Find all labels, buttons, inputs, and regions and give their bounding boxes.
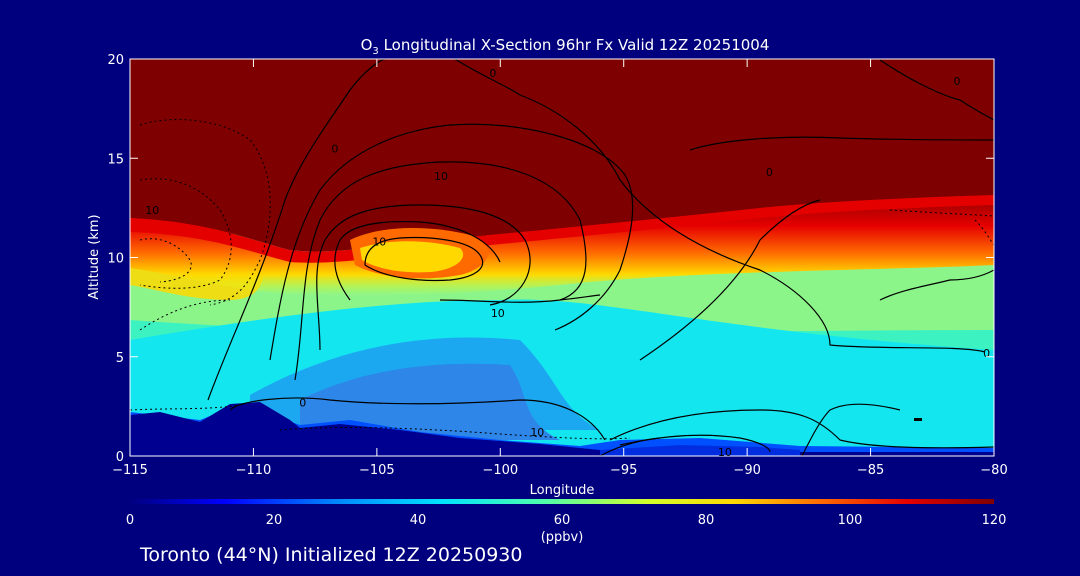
x-tick-label: −85 [857,463,884,478]
initialization-footer: Toronto (44°N) Initialized 12Z 20250930 [139,544,523,566]
dashed-contour-lines [130,119,994,440]
contour-label: 0 [299,396,306,409]
colorbar-tick-label: 60 [554,513,571,528]
y-axis: 0 5 10 15 20 [107,53,994,465]
contour-label: 0 [331,142,338,155]
contour-label: 10 [530,426,544,439]
x-tick-label: −110 [236,463,272,478]
colorbar-tick-label: 20 [266,513,283,528]
contour-label: 0 [953,75,960,88]
colorbar-unit: (ppbv) [541,530,584,545]
colorbar-tick-label: 0 [126,513,134,528]
colorbar [130,499,994,504]
y-tick-label: 20 [107,53,124,68]
contour-label: 0 [489,67,496,80]
colorbar-tick-label: 40 [410,513,427,528]
colorbar-ticks: 0 20 40 60 80 100 120 [126,513,1007,528]
y-axis-label: Altitude (km) [87,214,102,299]
colorbar-tick-label: 120 [982,513,1007,528]
colorbar-tick-label: 80 [698,513,715,528]
contour-label: 10 [718,446,732,459]
x-tick-label: −80 [980,463,1007,478]
x-tick-label: −90 [733,463,760,478]
contour-marker [914,418,922,421]
y-tick-label: 5 [116,351,124,366]
chart-title: O3 Longitudinal X-Section 96hr Fx Valid … [361,36,770,57]
y-tick-label: 15 [107,152,124,167]
contour-label: 0 [766,166,773,179]
ozone-field [130,59,994,456]
x-axis-label: Longitude [530,483,595,498]
x-axis: −115 −110 −105 −100 −95 −90 −85 −80 [112,59,1008,478]
y-tick-label: 10 [107,252,124,267]
contour-label: 10 [372,236,386,249]
x-tick-label: −95 [610,463,637,478]
x-tick-label: −105 [359,463,395,478]
contour-label: 10 [434,170,448,183]
contour-labels: 0 0 0 10 10 0 10 10 0 0 10 10 [145,67,990,459]
y-tick-label: 0 [116,450,124,465]
x-tick-label: −100 [482,463,518,478]
contour-label: 10 [491,307,505,320]
contour-label: 0 [983,347,990,360]
colorbar-tick-label: 100 [838,513,863,528]
contour-label: 10 [145,204,159,217]
contour-lines [207,59,994,456]
x-tick-label: −115 [112,463,148,478]
